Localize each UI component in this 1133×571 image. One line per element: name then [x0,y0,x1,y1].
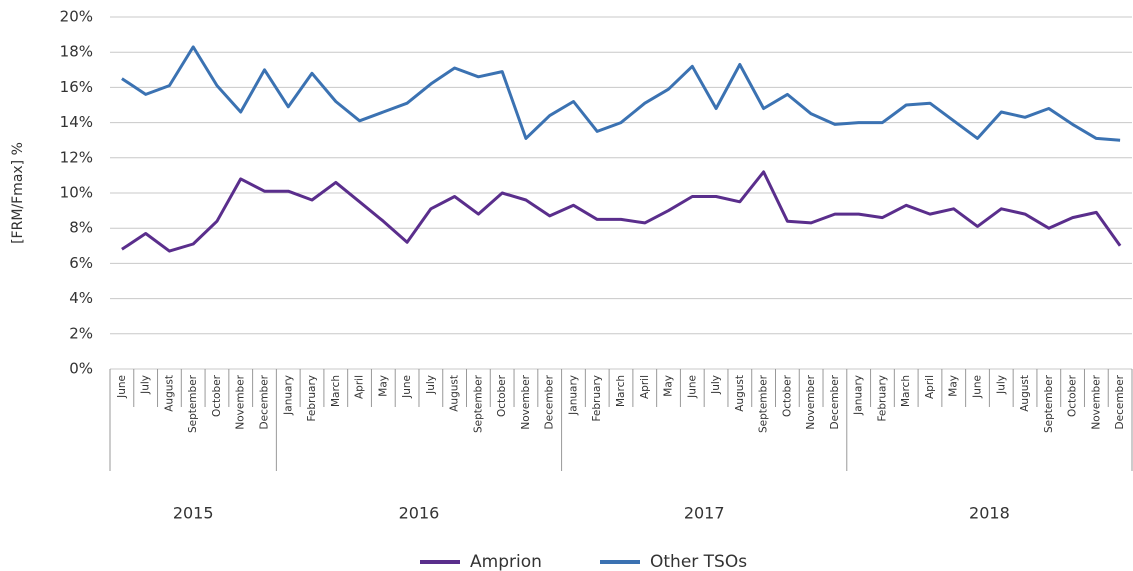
x-tick-label: November [805,374,817,429]
y-tick-label: 6% [69,254,93,272]
y-tick-label: 20% [60,8,93,26]
x-tick-label: December [258,374,270,429]
x-tick-label: December [829,374,841,429]
x-tick-label: July [140,375,152,395]
x-tick-label: July [710,375,722,395]
x-tick-label: October [781,374,793,417]
x-tick-label: September [472,374,484,433]
x-tick-label: February [876,375,888,422]
x-tick-label: July [995,375,1007,395]
x-tick-label: August [163,375,175,412]
y-tick-label: 0% [69,360,93,378]
y-tick-label: 10% [60,184,93,202]
x-tick-label: March [900,375,912,407]
group-label: 2018 [969,504,1010,523]
y-tick-label: 14% [60,113,93,131]
series-line [121,45,1121,142]
legend-label: Amprion [470,552,542,571]
y-tick-label: 12% [60,148,93,166]
x-tick-label: January [853,375,865,416]
x-tick-label: May [663,375,675,397]
x-tick-label: October [211,374,223,417]
x-tick-label: August [1019,375,1031,412]
y-tick-label: 18% [60,43,93,61]
x-tick-label: January [567,375,579,416]
x-tick-label: August [734,375,746,412]
x-tick-label: December [544,374,556,429]
x-tick-label: September [758,374,770,433]
legend-label: Other TSOs [650,552,747,571]
x-tick-label: September [187,374,199,433]
x-tick-label: November [1090,374,1102,429]
x-tick-label: April [639,375,651,399]
y-tick-label: 4% [69,289,93,307]
x-tick-label: February [591,375,603,422]
x-tick-label: June [116,375,128,399]
x-tick-label: August [449,375,461,412]
y-tick-label: 8% [69,219,93,237]
x-tick-label: April [354,375,366,399]
group-label: 2016 [399,504,440,523]
series-line [121,170,1122,253]
x-tick-label: July [425,375,437,395]
x-tick-label: November [235,374,247,429]
x-tick-label: October [496,374,508,417]
x-tick-label: November [520,374,532,429]
group-label: 2015 [173,504,214,523]
x-tick-label: April [924,375,936,399]
x-tick-label: June [686,375,698,399]
x-tick-label: May [377,375,389,397]
y-tick-label: 16% [60,78,93,96]
x-tick-label: January [282,375,294,416]
x-tick-label: December [1114,374,1126,429]
y-axis-label: [FRM/Fmax] % [10,142,26,244]
x-tick-label: September [1043,374,1055,433]
x-tick-label: June [972,375,984,399]
x-tick-label: February [306,375,318,422]
x-tick-label: May [948,375,960,397]
x-tick-label: June [401,375,413,399]
x-tick-label: October [1067,374,1079,417]
x-tick-label: March [330,375,342,407]
group-label: 2017 [684,504,725,523]
y-tick-label: 2% [69,324,93,342]
x-tick-label: March [615,375,627,407]
